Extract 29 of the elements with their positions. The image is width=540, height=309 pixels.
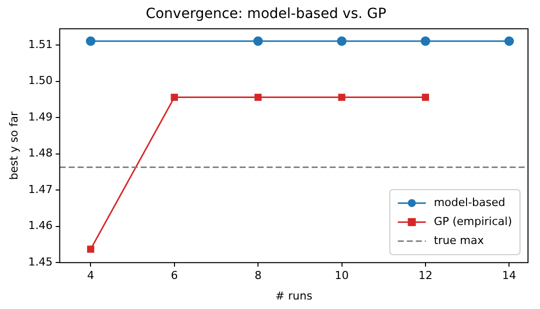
- y-tick-label: 1.46: [28, 219, 53, 232]
- point: [87, 246, 94, 253]
- point: [422, 94, 430, 101]
- y-axis-title: best y so far: [7, 111, 20, 180]
- point: [253, 36, 263, 46]
- y-tick-label: 1.51: [28, 38, 53, 51]
- point: [254, 94, 262, 101]
- x-tick-label: 14: [502, 269, 516, 282]
- point: [338, 94, 346, 101]
- y-tick-label: 1.49: [28, 110, 53, 124]
- point: [504, 36, 514, 46]
- legend-label: GP (empirical): [434, 214, 512, 228]
- y-tick-label: 1.50: [28, 74, 53, 88]
- x-tick-label: 12: [418, 269, 432, 282]
- point: [420, 36, 430, 46]
- point: [86, 36, 96, 46]
- x-axis-title: # runs: [275, 289, 313, 302]
- chart-title: Convergence: model-based vs. GP: [146, 6, 386, 22]
- x-tick-label: 10: [334, 269, 349, 282]
- y-tick-label: 1.45: [28, 255, 53, 268]
- point: [170, 94, 178, 101]
- x-tick-label: 8: [254, 269, 262, 282]
- x-tick-label: 6: [170, 269, 178, 282]
- legend-label: model-based: [434, 196, 506, 209]
- y-tick-label: 1.47: [28, 182, 53, 196]
- x-tick-label: 4: [87, 269, 94, 282]
- y-tick-label: 1.48: [28, 146, 53, 160]
- point: [337, 36, 347, 46]
- legend-label: true max: [434, 234, 484, 247]
